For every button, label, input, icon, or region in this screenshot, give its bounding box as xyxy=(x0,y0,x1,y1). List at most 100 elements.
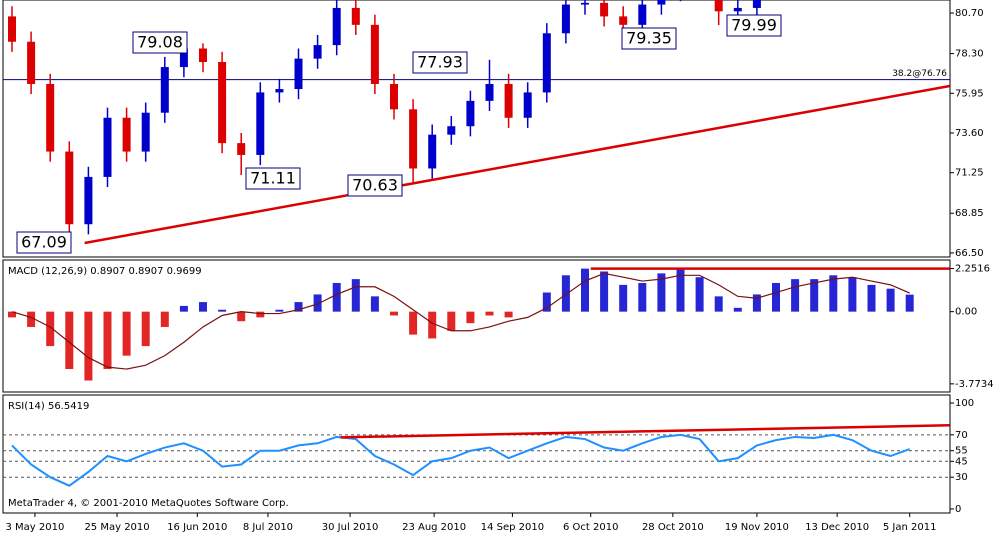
histogram-bar xyxy=(8,311,16,318)
candle-body xyxy=(638,4,647,25)
annotation-box xyxy=(726,14,782,37)
annotation: 71.11 xyxy=(250,169,296,188)
candle-body xyxy=(733,7,742,12)
histogram-bar xyxy=(275,309,284,312)
horizontal-line-label: 38.2@76.76 xyxy=(892,69,947,79)
candle-body xyxy=(485,83,494,101)
signal-line xyxy=(11,272,910,370)
candle-body xyxy=(237,143,246,155)
histogram-bar xyxy=(886,288,895,312)
x-tick-label: 30 Jul 2010 xyxy=(322,522,379,533)
candle-body xyxy=(428,134,437,169)
y-tick-label: 80.70 xyxy=(955,8,984,19)
candle-body xyxy=(409,109,418,169)
histogram-bar xyxy=(504,311,513,318)
annotation: 70.63 xyxy=(352,176,398,195)
candle-body xyxy=(122,117,131,152)
y-tick-label: 0 xyxy=(955,504,961,515)
candle-body xyxy=(542,33,551,93)
histogram-bar xyxy=(84,311,93,381)
y-tick-label: 100 xyxy=(955,398,974,409)
candle-body xyxy=(27,41,36,84)
candle-body xyxy=(46,83,55,152)
footer: MetaTrader 4, © 2001-2010 MetaQuotes Sof… xyxy=(8,498,289,509)
histogram-bar xyxy=(581,268,589,312)
y-tick-label: 68.85 xyxy=(955,208,984,219)
histogram-bar xyxy=(561,275,570,312)
panel-frame xyxy=(2,259,951,393)
histogram-bar xyxy=(714,296,723,312)
candle-body xyxy=(561,4,570,34)
histogram-bar xyxy=(351,279,360,312)
candle-body xyxy=(752,0,761,8)
annotation-box xyxy=(16,231,72,254)
histogram-bar xyxy=(179,305,188,312)
y-tick-label: 55 xyxy=(955,446,968,457)
histogram-bar xyxy=(390,311,398,316)
histogram-bar xyxy=(141,311,150,347)
candle-body xyxy=(256,92,265,155)
candle-body xyxy=(390,83,398,110)
y-tick-label: 45 xyxy=(955,456,968,467)
plot-area xyxy=(3,0,950,245)
candle-body xyxy=(294,58,303,90)
histogram-bar xyxy=(695,277,704,312)
x-tick-label: 28 Oct 2010 xyxy=(642,522,704,533)
histogram-bar xyxy=(218,309,227,312)
y-tick-label: 0.00 xyxy=(955,307,977,318)
candle-body xyxy=(657,0,666,5)
histogram-bar xyxy=(867,284,876,312)
histogram-bar xyxy=(256,311,265,318)
candle-body xyxy=(351,7,360,25)
histogram-bar xyxy=(772,282,780,312)
x-tick-label: 14 Sep 2010 xyxy=(481,522,544,533)
panel-title: RSI(14) 56.5419 xyxy=(8,401,89,412)
x-tick-label: 8 Jul 2010 xyxy=(243,522,293,533)
candle-body xyxy=(275,89,284,93)
histogram-bar xyxy=(294,302,303,312)
x-tick-label: 25 May 2010 xyxy=(84,522,149,533)
histogram-bar xyxy=(791,279,800,312)
histogram-bar xyxy=(905,294,914,312)
annotation: 79.08 xyxy=(137,33,183,52)
histogram-bar xyxy=(638,282,647,312)
candle-body xyxy=(466,100,475,127)
histogram-bar xyxy=(752,294,761,312)
y-tick-label: 2.2516 xyxy=(955,264,990,275)
annotation: 79.35 xyxy=(626,29,672,48)
histogram-bar xyxy=(237,311,246,322)
annotation: 67.09 xyxy=(21,233,67,252)
candle-body xyxy=(619,16,628,25)
candle-body xyxy=(504,83,513,118)
y-tick-label: 30 xyxy=(955,472,968,483)
candle-body xyxy=(199,48,207,63)
x-tick-label: 23 Aug 2010 xyxy=(402,522,466,533)
panel-frame xyxy=(2,0,951,258)
y-tick-label: 75.95 xyxy=(955,88,984,99)
x-tick-label: 19 Nov 2010 xyxy=(725,522,789,533)
candle-body xyxy=(581,2,589,5)
rsi-line xyxy=(11,433,911,487)
histogram-bar xyxy=(619,284,628,312)
candle-body xyxy=(141,112,150,152)
candle-body xyxy=(218,62,227,144)
histogram-bar xyxy=(676,269,685,312)
annotation-box xyxy=(347,174,403,197)
histogram-bar xyxy=(103,311,112,370)
trend-line xyxy=(84,84,950,245)
annotation-box xyxy=(412,51,468,74)
candle-body xyxy=(179,48,188,68)
annotation: 77.93 xyxy=(417,53,463,72)
histogram-bar xyxy=(46,311,55,347)
y-tick-label: 66.50 xyxy=(955,248,984,259)
candle-body xyxy=(447,126,456,135)
histogram-bar xyxy=(428,311,437,339)
plot-area xyxy=(8,267,950,381)
histogram-bar xyxy=(600,271,609,312)
histogram-bar xyxy=(466,311,475,324)
histogram-bar xyxy=(27,311,36,327)
x-tick-label: 3 May 2010 xyxy=(5,522,64,533)
candle-body xyxy=(600,2,609,17)
histogram-bar xyxy=(810,279,819,312)
histogram-bar xyxy=(733,307,742,312)
